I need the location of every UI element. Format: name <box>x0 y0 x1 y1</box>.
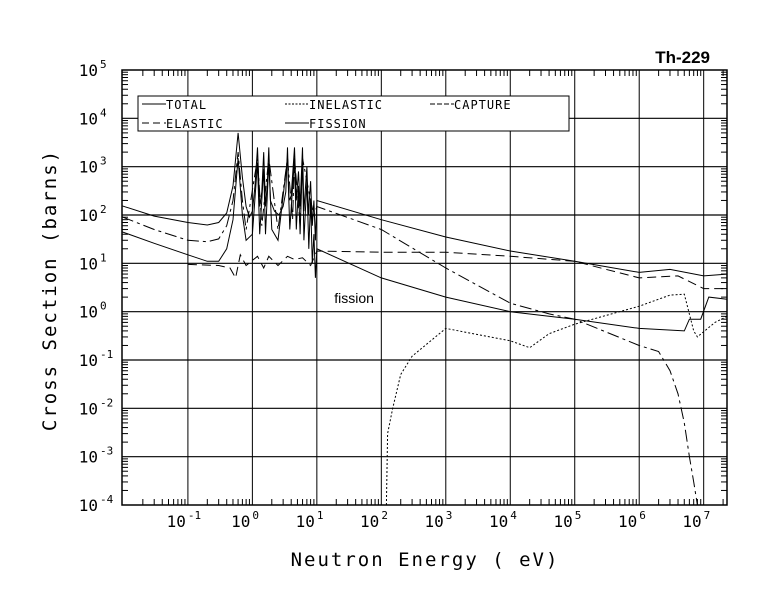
y-tick-exponent: -4 <box>100 493 114 506</box>
y-tick-exponent: 0 <box>100 300 107 313</box>
chart-title: Th-229 <box>655 48 710 67</box>
legend-label-inelastic: INELASTIC <box>309 98 383 112</box>
x-tick-exponent: 3 <box>446 509 453 522</box>
legend-label-fission: FISSION <box>309 117 367 131</box>
y-axis-label: Cross Section (barns) <box>39 149 61 431</box>
x-tick-exponent: 6 <box>639 509 646 522</box>
x-tick-label: 10 <box>553 512 572 531</box>
x-tick-label: 10 <box>360 512 379 531</box>
y-tick-label: 10 <box>79 303 98 322</box>
y-tick-label: 10 <box>79 206 98 225</box>
series-curves <box>121 132 728 506</box>
legend-label-elastic: ELASTIC <box>166 117 224 131</box>
x-tick-exponent: 1 <box>317 509 324 522</box>
y-tick-label: 10 <box>79 158 98 177</box>
y-tick-label: 10 <box>79 61 98 80</box>
series-fission-line <box>121 158 728 332</box>
legend-label-capture: CAPTURE <box>454 98 512 112</box>
x-tick-label: 10 <box>618 512 637 531</box>
legend-label-total: TOTAL <box>166 98 207 112</box>
y-tick-label: 10 <box>79 254 98 273</box>
x-tick-label: 10 <box>231 512 250 531</box>
legend: TOTAL ELASTIC CAPTURE INELASTIC FISSION <box>137 95 570 132</box>
y-tick-exponent: -3 <box>100 445 113 458</box>
y-tick-label: 10 <box>79 496 98 515</box>
x-axis-label: Neutron Energy ( eV) <box>291 549 560 571</box>
x-tick-label: 10 <box>489 512 508 531</box>
x-tick-exponent: 7 <box>704 509 711 522</box>
series-elastic-line <box>187 250 727 290</box>
y-tick-exponent: 5 <box>100 58 107 71</box>
y-tick-exponent: -1 <box>100 348 113 361</box>
y-tick-label: 10 <box>79 399 98 418</box>
y-tick-label: 10 <box>79 448 98 467</box>
y-tick-exponent: 3 <box>100 155 107 168</box>
x-tick-label: 10 <box>296 512 315 531</box>
grid <box>122 70 727 505</box>
series-total-line <box>121 132 728 277</box>
x-tick-exponent: -1 <box>188 509 201 522</box>
x-tick-exponent: 0 <box>252 509 259 522</box>
series-inelastic-line <box>385 293 728 506</box>
x-tick-label: 10 <box>682 512 701 531</box>
fission-annotation: fission <box>334 290 374 306</box>
axis-ticks: 10 -1 10 0 10 1 10 2 10 3 10 4 10 5 10 6 10 710 510 410 310 2… <box>79 58 727 531</box>
plot-frame <box>121 69 728 506</box>
x-tick-label: 10 <box>425 512 444 531</box>
legend-box <box>137 95 570 132</box>
y-tick-exponent: 4 <box>100 106 107 119</box>
y-tick-exponent: 2 <box>100 203 107 216</box>
x-tick-label: 10 <box>167 512 186 531</box>
y-tick-label: 10 <box>79 351 98 370</box>
y-tick-exponent: 1 <box>100 251 107 264</box>
x-tick-exponent: 2 <box>381 509 388 522</box>
series-capture-line <box>121 152 698 506</box>
x-tick-exponent: 5 <box>575 509 582 522</box>
y-tick-label: 10 <box>79 109 98 128</box>
x-tick-exponent: 4 <box>510 509 517 522</box>
y-tick-exponent: -2 <box>100 396 113 409</box>
